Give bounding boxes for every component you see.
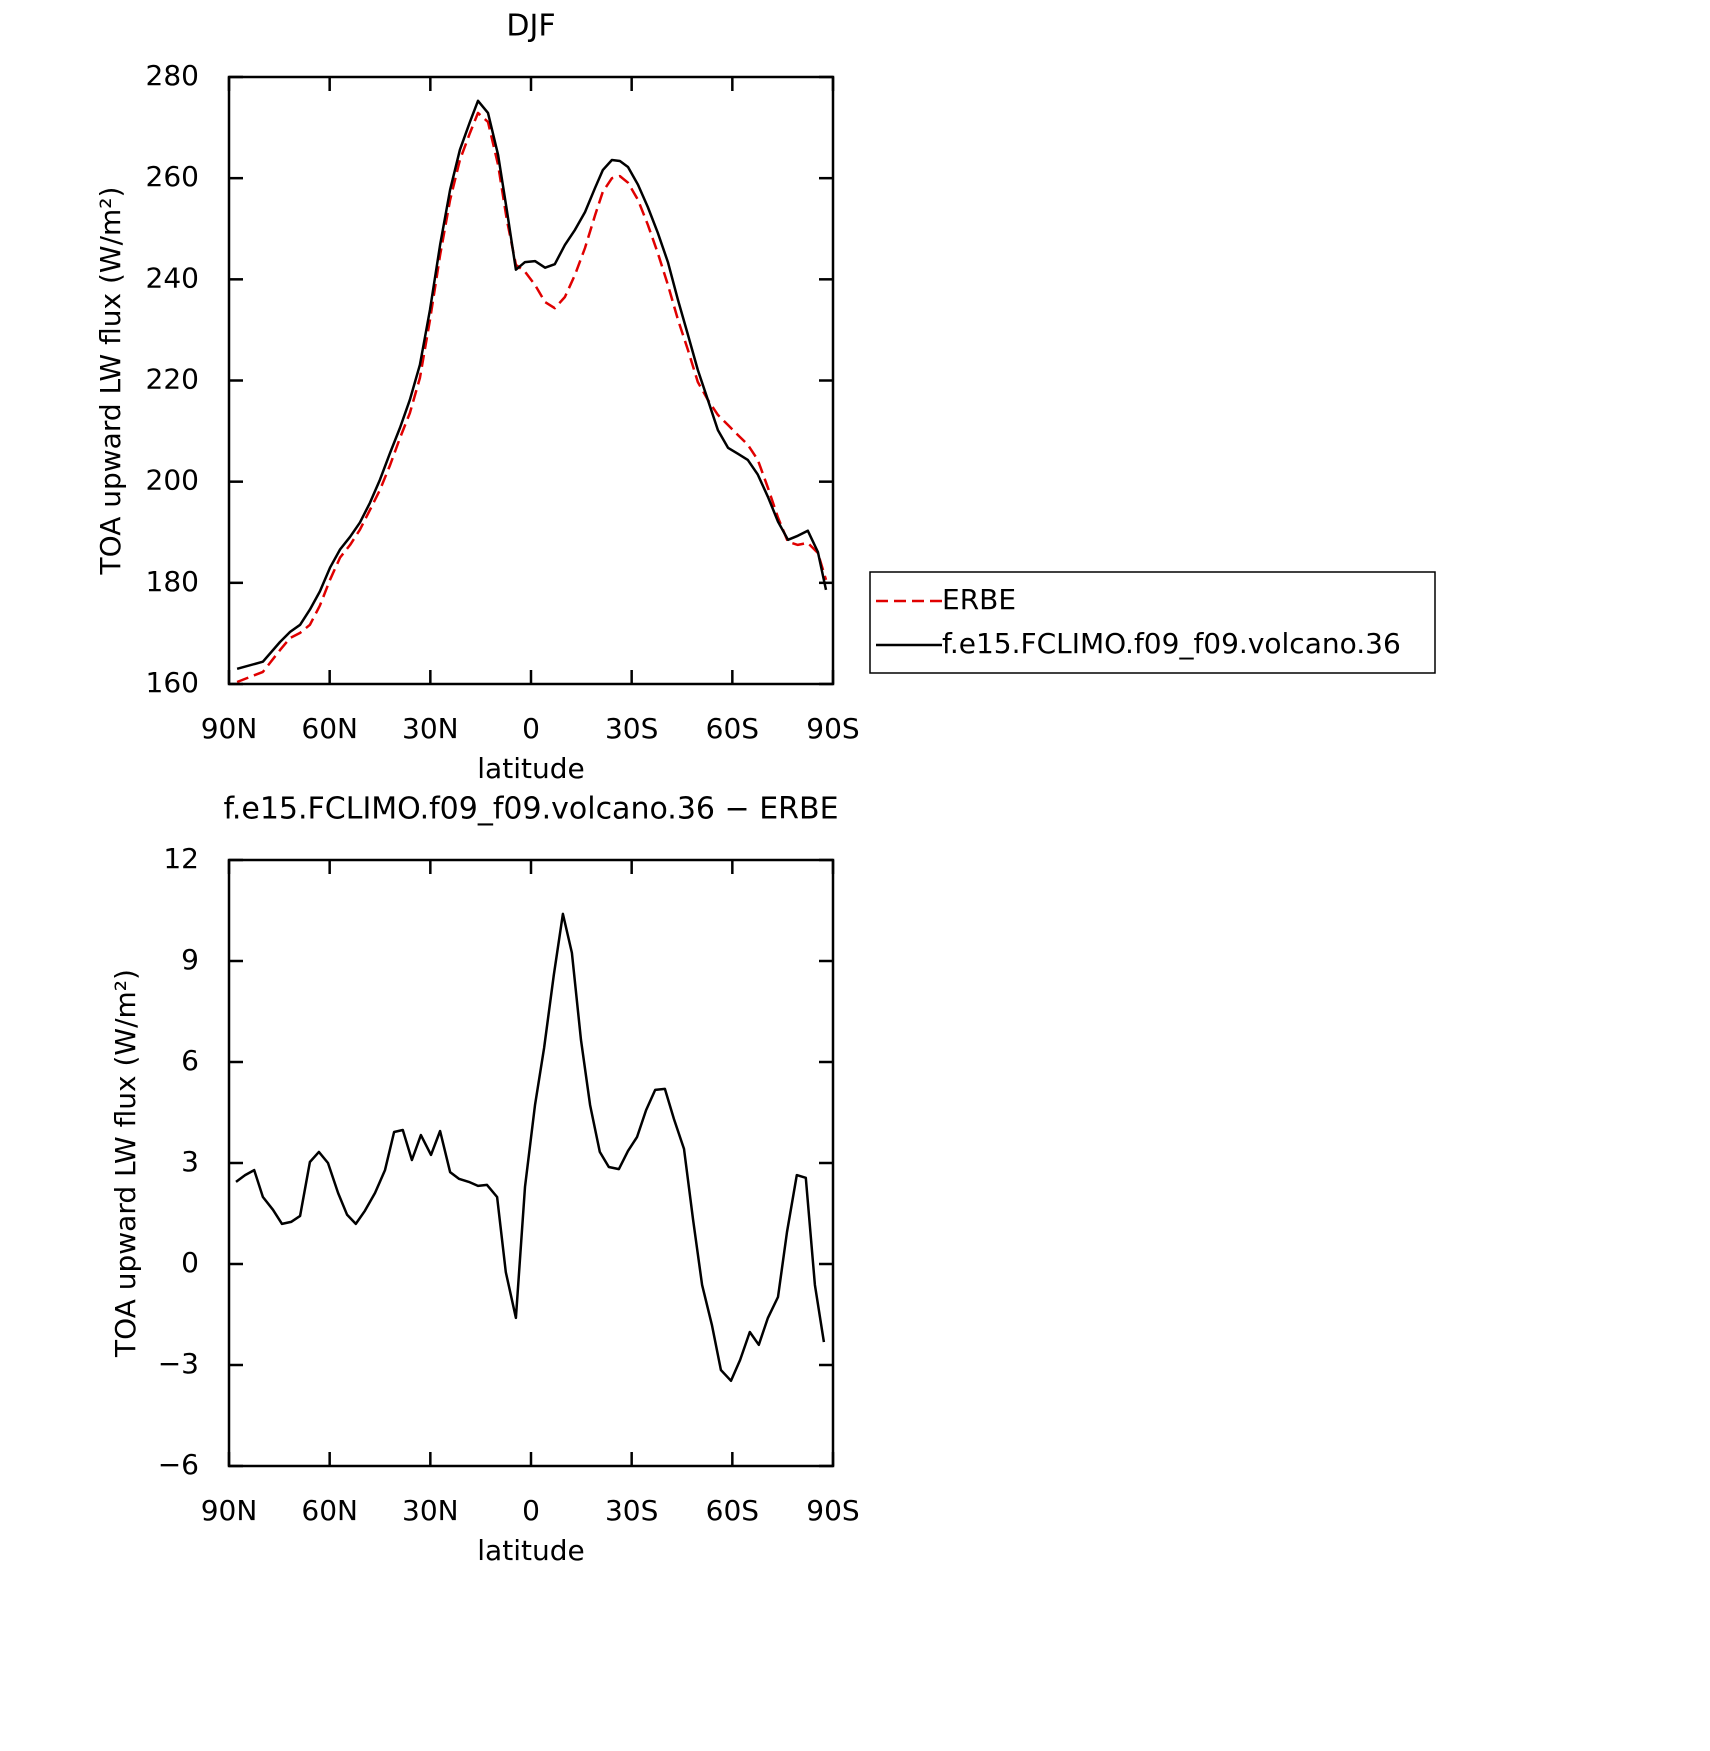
x-tick-label: 90N (201, 712, 258, 745)
x-tick-label: 90S (806, 712, 859, 745)
y-tick-label: 9 (181, 943, 199, 976)
data-line (235, 912, 826, 1383)
y-axis-label: TOA upward LW flux (W/m²) (94, 187, 127, 576)
y-tick-label: 3 (181, 1145, 199, 1178)
plot-frame (227, 858, 835, 1468)
x-tick-label: 30N (402, 1494, 459, 1527)
chart-title: DJF (506, 9, 555, 44)
y-tick-label: 260 (146, 160, 199, 193)
y-tick-label: 220 (146, 363, 199, 396)
x-tick-label: 30N (402, 712, 459, 745)
y-tick-label: 180 (146, 565, 199, 598)
data-line (236, 99, 828, 671)
y-tick-label: −6 (158, 1448, 199, 1481)
x-tick-label: 60N (301, 1494, 358, 1527)
legend: ERBE f.e15.FCLIMO.f09_f09.volcano.36 (869, 571, 1436, 674)
x-axis-label: latitude (477, 752, 584, 785)
y-tick-label: 12 (163, 842, 199, 875)
chart-title: f.e15.FCLIMO.f09_f09.volcano.36 − ERBE (223, 792, 838, 827)
y-tick-label: 200 (146, 464, 199, 497)
x-tick-label: 90N (201, 1494, 258, 1527)
x-tick-label: 60S (706, 1494, 759, 1527)
y-tick-label: 0 (181, 1246, 199, 1279)
x-tick-label: 0 (522, 1494, 540, 1527)
y-tick-label: 280 (146, 59, 199, 92)
y-axis-label: TOA upward LW flux (W/m²) (109, 969, 142, 1358)
legend-label: f.e15.FCLIMO.f09_f09.volcano.36 (942, 627, 1401, 660)
x-axis-label: latitude (477, 1534, 584, 1567)
legend-box (869, 571, 1436, 674)
x-tick-label: 0 (522, 712, 540, 745)
x-tick-label: 90S (806, 1494, 859, 1527)
y-tick-label: 6 (181, 1044, 199, 1077)
data-line (236, 111, 828, 684)
y-tick-label: −3 (158, 1347, 199, 1380)
x-tick-label: 60N (301, 712, 358, 745)
x-tick-label: 30S (605, 1494, 658, 1527)
y-tick-label: 240 (146, 261, 199, 294)
x-tick-label: 60S (706, 712, 759, 745)
legend-label: ERBE (942, 583, 1016, 616)
x-tick-label: 30S (605, 712, 658, 745)
y-tick-label: 160 (146, 666, 199, 699)
